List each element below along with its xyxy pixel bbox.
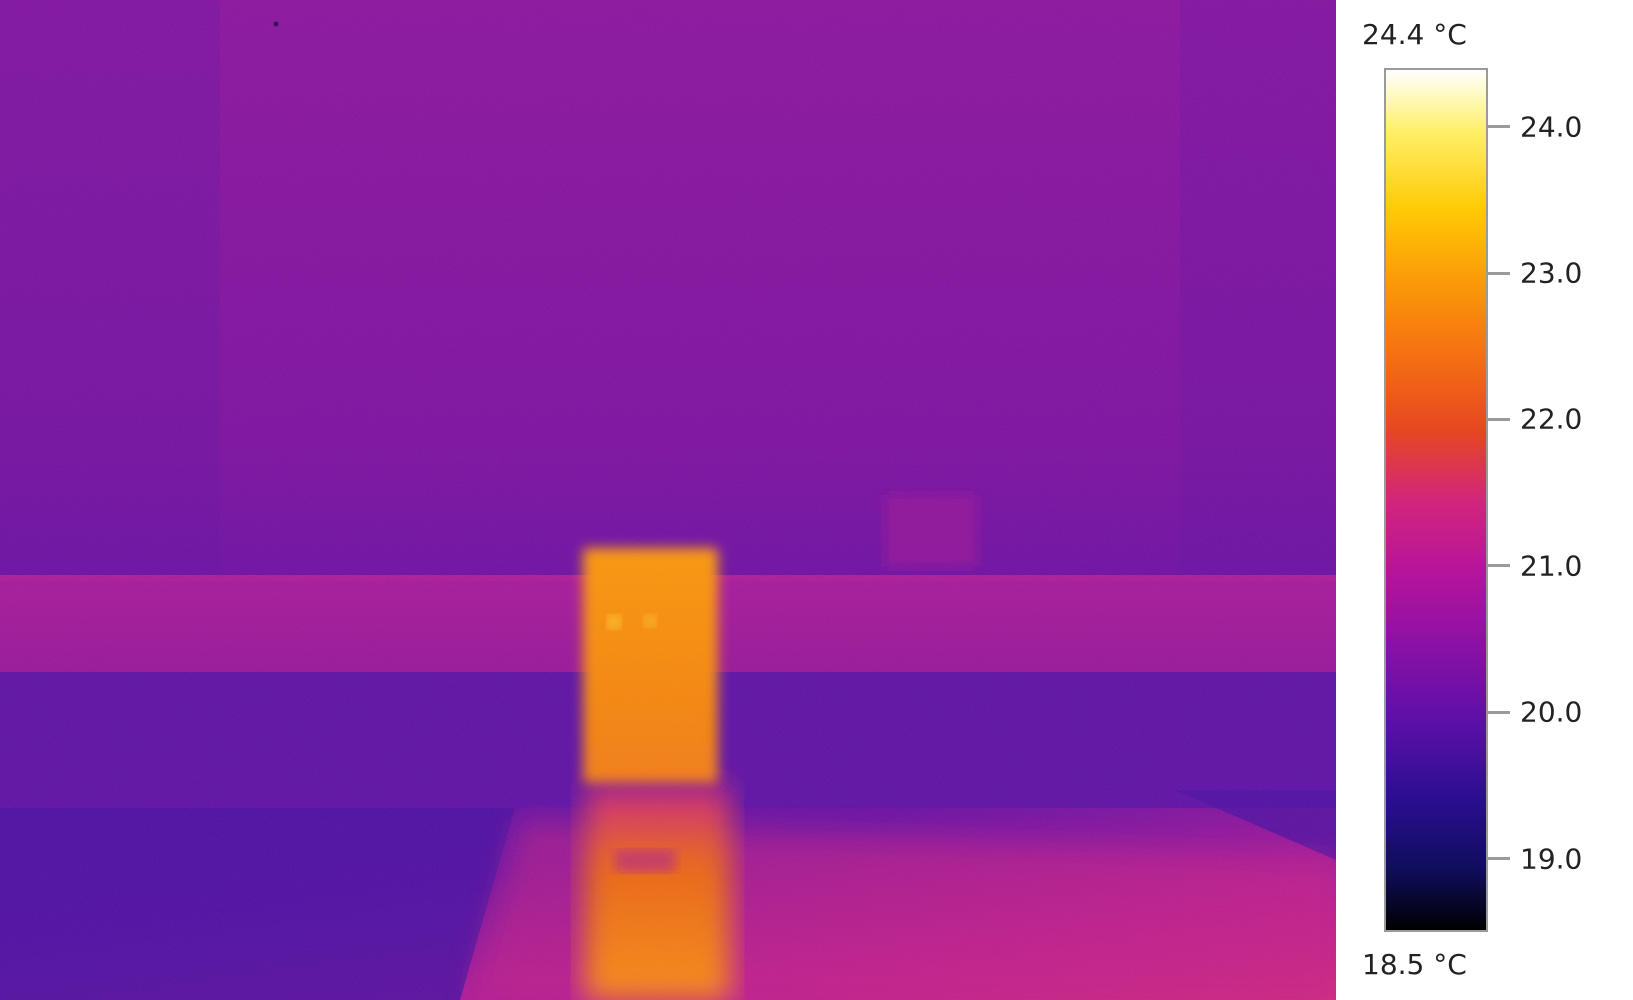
scale-tick	[1488, 564, 1510, 568]
scale-tick	[1488, 857, 1510, 861]
min-temperature-label: 18.5 °C	[1362, 948, 1467, 981]
scale-tick-label: 19.0	[1520, 842, 1583, 876]
temperature-scale: 24.4 °C 24.0 23.0 22.0 21.0 20.0 19.0 18.5 °C	[1336, 0, 1633, 1000]
scale-tick	[1488, 417, 1510, 421]
scale-tick-label: 24.0	[1520, 110, 1583, 144]
scale-tick-label: 20.0	[1520, 695, 1583, 729]
scale-tick	[1488, 710, 1510, 714]
color-bar	[1384, 68, 1488, 932]
scale-tick	[1488, 271, 1510, 275]
scale-tick	[1488, 125, 1510, 129]
scale-tick-label: 21.0	[1520, 549, 1583, 583]
sensor-noise	[0, 0, 1336, 1000]
thermal-scene	[0, 0, 1336, 1000]
scale-tick-label: 23.0	[1520, 256, 1583, 290]
scale-tick-label: 22.0	[1520, 402, 1583, 436]
max-temperature-label: 24.4 °C	[1362, 18, 1467, 51]
thermal-image	[0, 0, 1336, 1000]
